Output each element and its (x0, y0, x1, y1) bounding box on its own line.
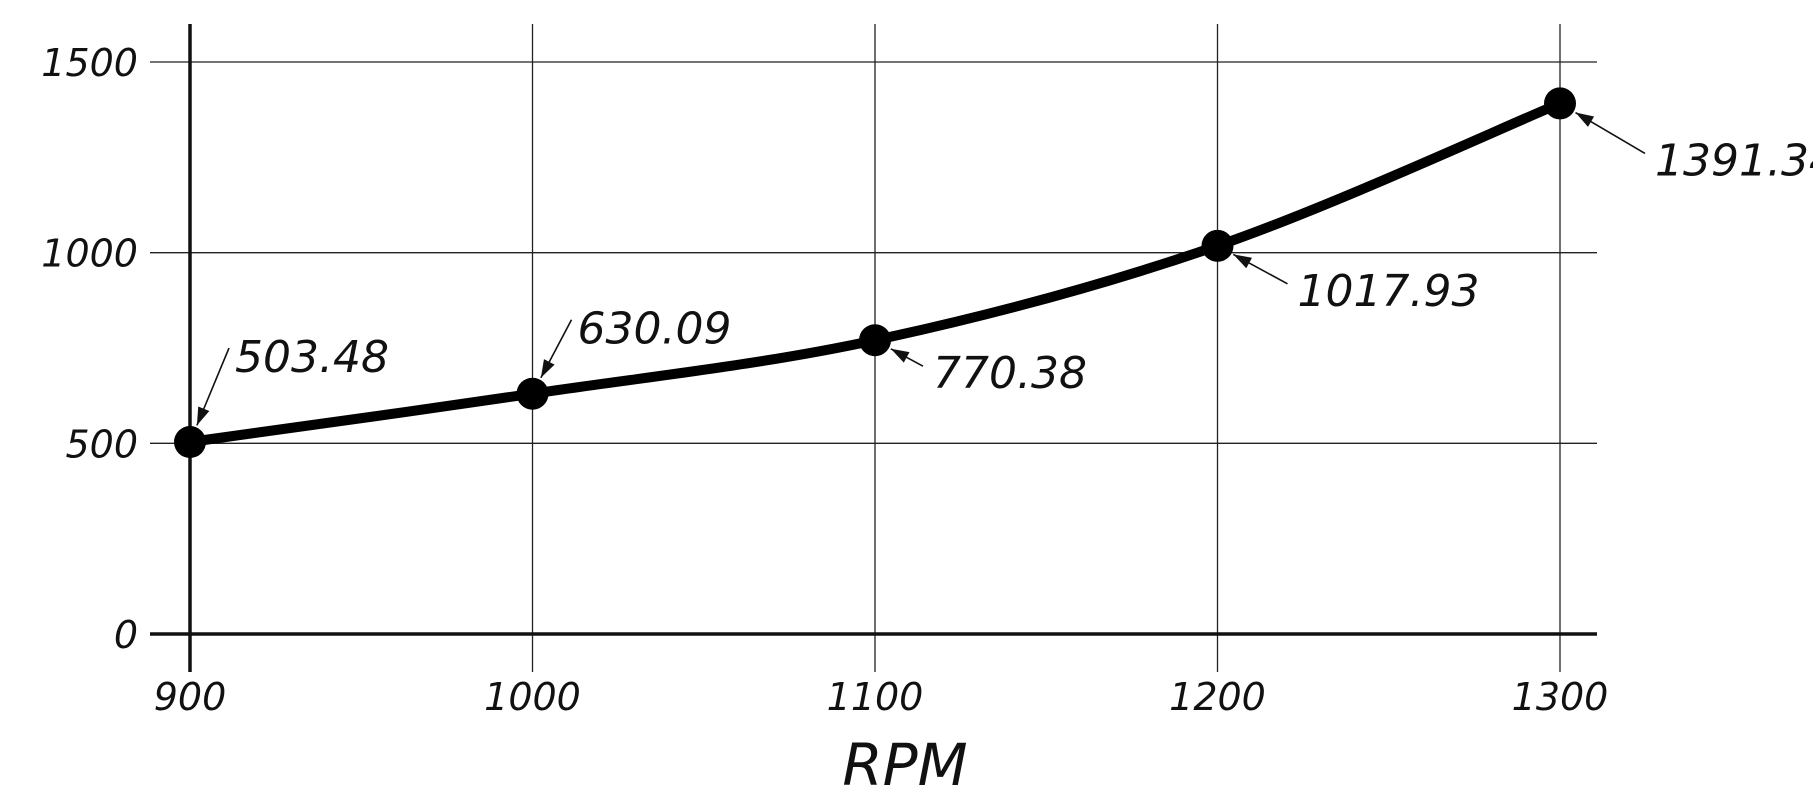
y-tick-label: 1500 (41, 41, 138, 85)
x-tick-labels: 900 1000 1100 1200 1300 (154, 675, 1609, 719)
x-tick-label: 900 (154, 675, 227, 719)
data-point (859, 324, 891, 357)
x-tick-label: 1000 (484, 675, 581, 719)
data-label: 1391.34 (1655, 135, 1813, 186)
x-tick-label: 1200 (1169, 675, 1266, 719)
annotation-arrowhead (540, 359, 555, 378)
x-axis-label: RPM (842, 731, 967, 799)
x-tick-label: 1100 (827, 675, 924, 719)
data-label-group: 503.48 630.09 770.38 1017.93 1391.34 (196, 111, 1813, 426)
x-tick-label: 1300 (1512, 675, 1609, 719)
y-tick-labels: 0 500 1000 1500 (41, 41, 138, 657)
y-tick-label: 500 (65, 422, 138, 466)
data-point (1201, 229, 1234, 262)
data-point (174, 426, 206, 459)
data-label: 630.09 (578, 304, 732, 355)
data-label: 1017.93 (1298, 266, 1480, 317)
data-point (516, 377, 549, 410)
y-tick-label: 1000 (41, 232, 138, 276)
axes (150, 24, 1597, 672)
y-tick-label: 0 (114, 613, 138, 657)
data-label: 770.38 (933, 348, 1087, 399)
annotation-arrowhead (1575, 112, 1595, 127)
series-line-group (174, 87, 1576, 459)
annotation-arrowhead (196, 406, 210, 426)
data-label: 503.48 (235, 332, 389, 383)
annotation-arrowhead (1233, 254, 1253, 269)
annotation-arrowhead (890, 348, 910, 363)
data-point (1544, 87, 1576, 120)
